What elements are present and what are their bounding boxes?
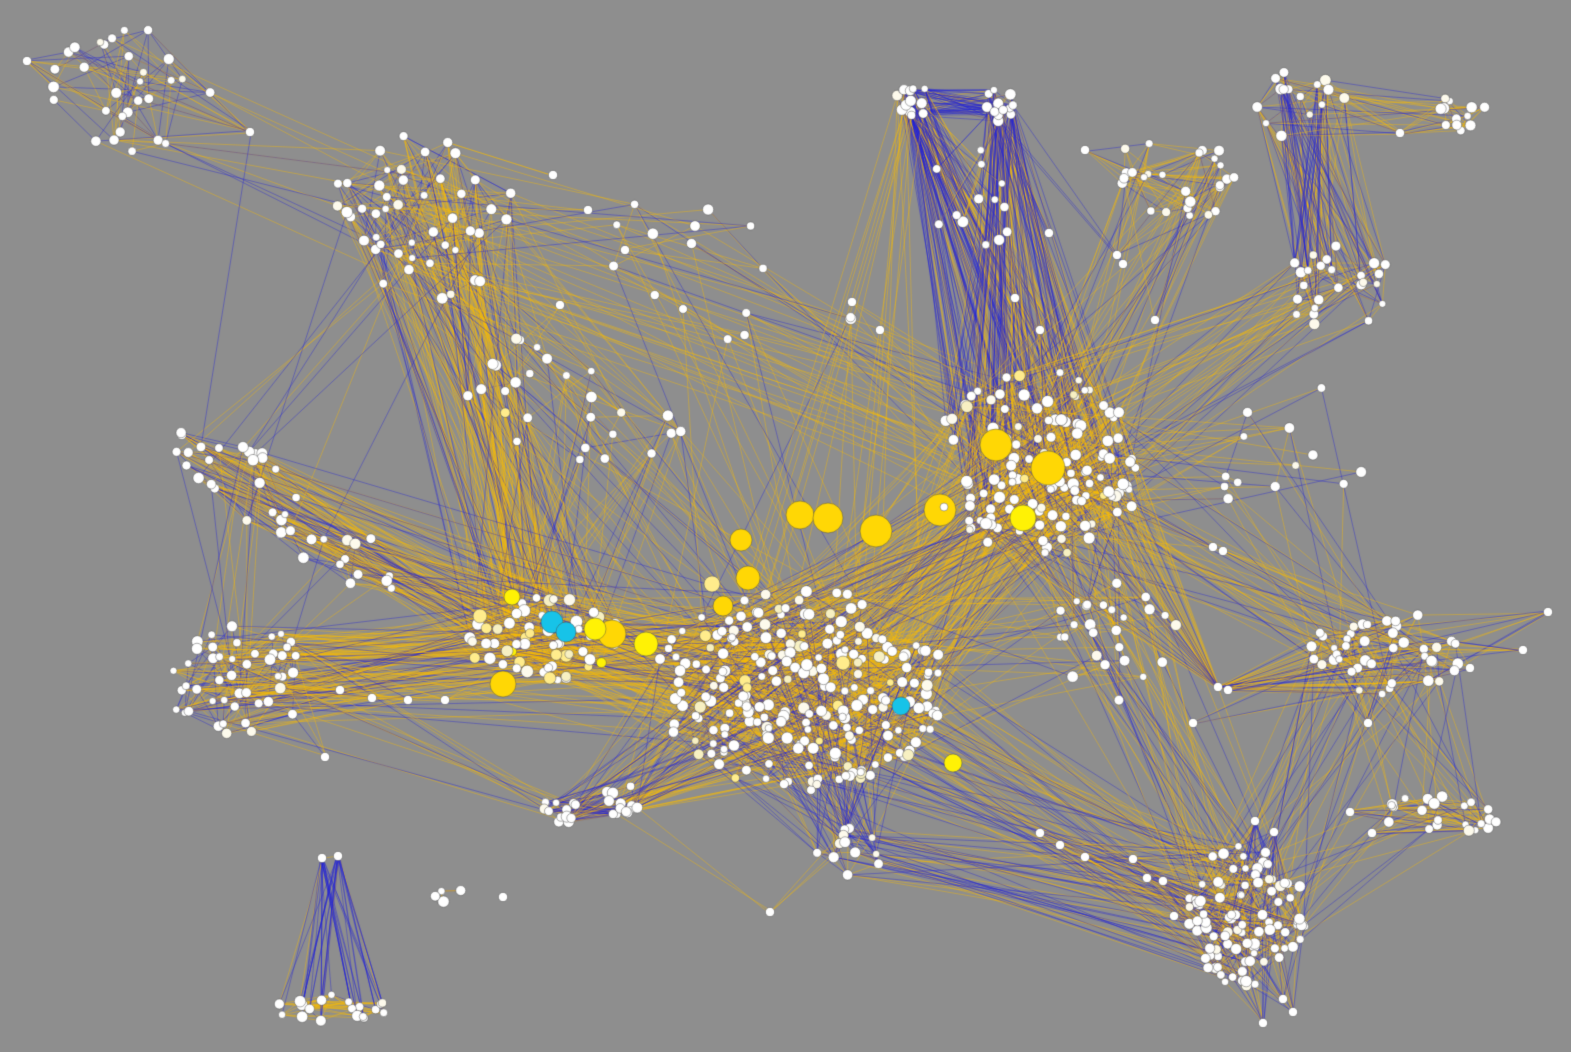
- network-graph-canvas[interactable]: [0, 0, 1571, 1052]
- graph-visualization: [0, 0, 1571, 1052]
